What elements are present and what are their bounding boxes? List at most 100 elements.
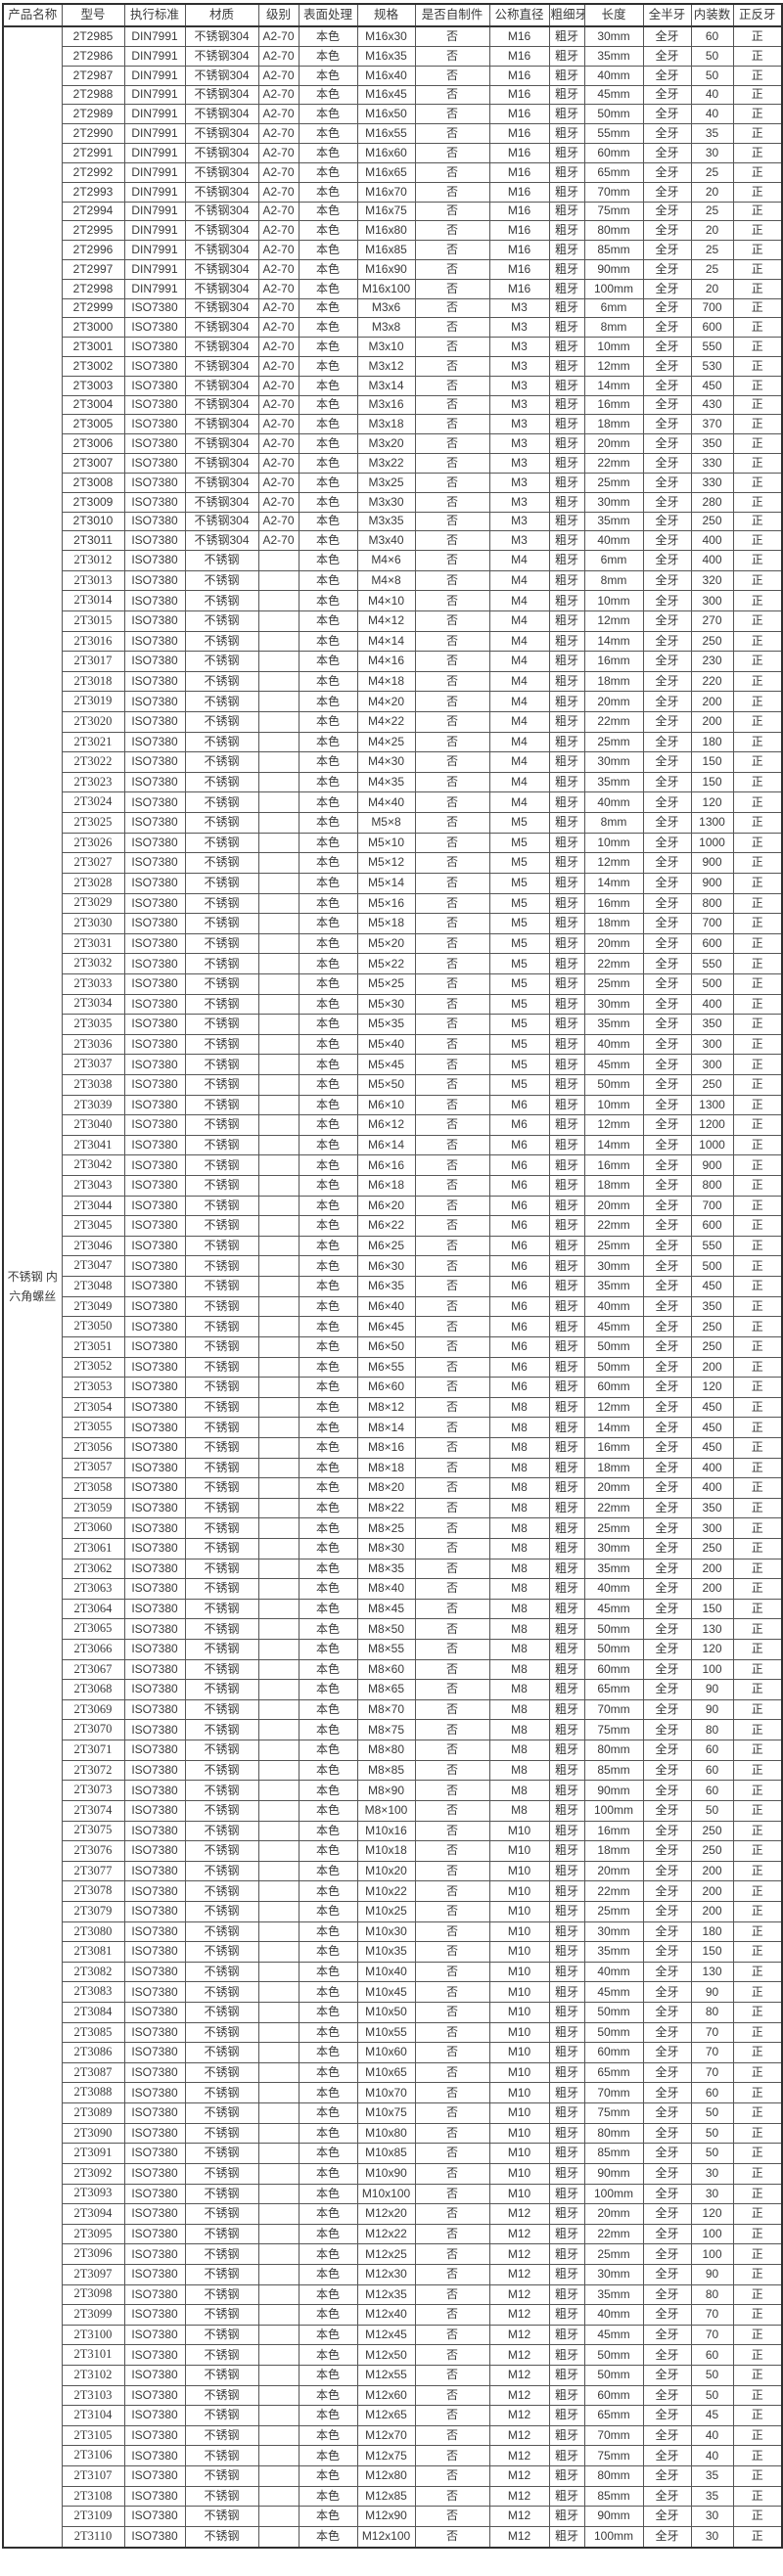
cell-grade: A2-70 [257, 491, 299, 513]
table-row: 2T3060 ISO7380 不锈钢 本色 M8×25 否 M8 粗牙 25mm 全牙 300 正 [3, 1517, 783, 1539]
cell-material: 不锈钢 [184, 1517, 259, 1539]
table-row: 2T3033 ISO7380 不锈钢 本色 M5×25 否 M5 粗牙 25mm 全牙 500 正 [3, 972, 783, 995]
cell-self-made: 否 [414, 181, 490, 203]
cell-grade [257, 2424, 299, 2447]
cell-model: 2T3024 [61, 791, 125, 814]
cell-surface: 本色 [298, 1759, 358, 1782]
cell-diameter: M4 [488, 590, 550, 611]
cell-self-made: 否 [414, 1073, 490, 1096]
cell-model: 2T3003 [61, 375, 125, 396]
cell-thread-coverage: 全牙 [642, 394, 692, 416]
cell-spec: M4×20 [356, 691, 416, 713]
cell-self-made: 否 [414, 317, 490, 339]
cell-model: 2T3021 [61, 731, 125, 753]
cell-material: 不锈钢 [184, 1759, 259, 1782]
cell-thread-pitch: 粗牙 [548, 1900, 585, 1922]
cell-thread-coverage: 全牙 [642, 1921, 692, 1943]
cell-length: 22mm [583, 953, 644, 974]
cell-diameter: M16 [488, 104, 550, 125]
cell-self-made: 否 [414, 1799, 490, 1822]
cell-direction: 正 [732, 1840, 783, 1862]
cell-standard: ISO7380 [123, 2122, 186, 2145]
cell-length: 45mm [583, 2324, 644, 2346]
cell-model: 2T3086 [61, 2042, 125, 2063]
cell-material: 不锈钢 [184, 771, 259, 793]
cell-surface: 本色 [298, 394, 358, 416]
cell-material: 不锈钢 [184, 1497, 259, 1519]
cell-thread-pitch: 粗牙 [548, 2002, 585, 2023]
cell-standard: ISO7380 [123, 317, 186, 339]
cell-surface: 本色 [298, 453, 358, 474]
cell-pack-qty: 50 [690, 65, 734, 86]
cell-grade: A2-70 [257, 337, 299, 358]
cell-spec: M16x100 [356, 278, 416, 299]
cell-pack-qty: 1300 [690, 1094, 734, 1116]
table-row: 2T3078 ISO7380 不锈钢 本色 M10x22 否 M10 粗牙 22mm 全牙 200 正 [3, 1880, 783, 1902]
cell-standard: ISO7380 [123, 2506, 186, 2527]
cell-thread-coverage: 全牙 [642, 1799, 692, 1822]
cell-thread-coverage: 全牙 [642, 2263, 692, 2285]
cell-surface: 本色 [298, 569, 358, 592]
cell-model: 2T3096 [61, 2243, 125, 2265]
cell-spec: M12x90 [356, 2506, 416, 2527]
cell-length: 8mm [583, 812, 644, 834]
cell-direction: 正 [732, 2243, 783, 2265]
cell-pack-qty: 30 [690, 2183, 734, 2205]
cell-material: 不锈钢 [184, 590, 259, 611]
table-row: 2T3096 ISO7380 不锈钢 本色 M12x25 否 M12 粗牙 25mm 全牙 100 正 [3, 2243, 783, 2265]
cell-surface: 本色 [298, 1054, 358, 1075]
cell-pack-qty: 270 [690, 610, 734, 632]
cell-grade [257, 832, 299, 854]
cell-spec: M8×85 [356, 1759, 416, 1782]
cell-diameter: M5 [488, 1033, 550, 1056]
cell-thread-pitch: 粗牙 [548, 1356, 585, 1378]
cell-spec: M16x80 [356, 220, 416, 242]
cell-thread-coverage: 全牙 [642, 1396, 692, 1419]
cell-material: 不锈钢 [184, 1698, 259, 1721]
table-row: 2T3024 ISO7380 不锈钢 本色 M4×40 否 M4 粗牙 40mm 全牙 120 正 [3, 791, 783, 814]
cell-material: 不锈钢 [184, 1921, 259, 1943]
cell-model: 2T3074 [61, 1799, 125, 1822]
cell-thread-pitch: 粗牙 [548, 569, 585, 592]
cell-grade [257, 1698, 299, 1721]
table-row: 2T3046 ISO7380 不锈钢 本色 M6×25 否 M6 粗牙 25mm 全牙 550 正 [3, 1235, 783, 1257]
cell-spec: M4×16 [356, 651, 416, 672]
cell-length: 12mm [583, 610, 644, 632]
cell-surface: 本色 [298, 2042, 358, 2063]
cell-diameter: M5 [488, 993, 550, 1016]
cell-material: 不锈钢 [184, 1941, 259, 1963]
cell-spec: M10x85 [356, 2143, 416, 2164]
cell-standard: ISO7380 [123, 1457, 186, 1479]
cell-thread-coverage: 全牙 [642, 1114, 692, 1136]
cell-pack-qty: 120 [690, 2203, 734, 2225]
cell-grade: A2-70 [257, 394, 299, 416]
cell-model: 2T3105 [61, 2424, 125, 2447]
table-row: 2T3017 ISO7380 不锈钢 本色 M4×16 否 M4 粗牙 16mm 全牙 230 正 [3, 651, 783, 672]
cell-direction: 正 [732, 791, 783, 814]
cell-length: 22mm [583, 1880, 644, 1902]
cell-material: 不锈钢 [184, 751, 259, 773]
cell-model: 2T3091 [61, 2143, 125, 2164]
cell-grade: A2-70 [257, 181, 299, 203]
table-row: 2T3083 ISO7380 不锈钢 本色 M10x45 否 M10 粗牙 45mm 全牙 90 正 [3, 1981, 783, 2004]
cell-spec: M12x50 [356, 2344, 416, 2366]
cell-material: 不锈钢 [184, 2364, 259, 2386]
cell-pack-qty: 530 [690, 356, 734, 377]
cell-thread-coverage: 全牙 [642, 2102, 692, 2124]
cell-surface: 本色 [298, 1558, 358, 1580]
cell-length: 12mm [583, 1114, 644, 1136]
cell-spec: M3x40 [356, 530, 416, 552]
cell-standard: ISO7380 [123, 2384, 186, 2407]
cell-spec: M6×55 [356, 1356, 416, 1378]
cell-surface: 本色 [298, 2183, 358, 2205]
cell-pack-qty: 430 [690, 394, 734, 416]
cell-diameter: M5 [488, 832, 550, 854]
cell-material: 不锈钢 [184, 1033, 259, 1056]
cell-spec: M4×40 [356, 791, 416, 814]
cell-diameter: M10 [488, 2042, 550, 2063]
table-row: 2T3089 ISO7380 不锈钢 本色 M10x75 否 M10 粗牙 75mm 全牙 50 正 [3, 2102, 783, 2124]
cell-spec: M6×12 [356, 1114, 416, 1136]
table-row: 2T3106 ISO7380 不锈钢 本色 M12x75 否 M12 粗牙 75mm 全牙 40 正 [3, 2445, 783, 2467]
cell-thread-pitch: 粗牙 [548, 2243, 585, 2265]
cell-grade: A2-70 [257, 65, 299, 86]
